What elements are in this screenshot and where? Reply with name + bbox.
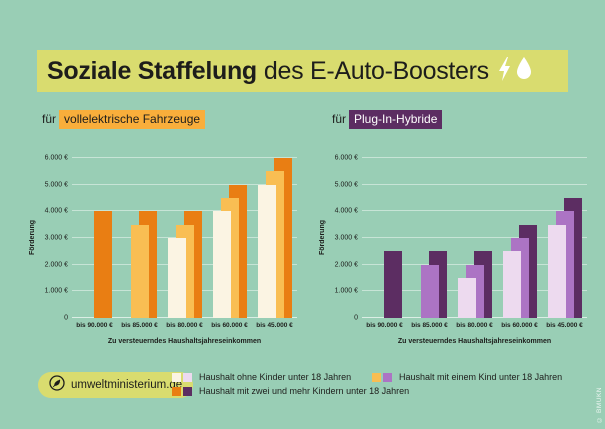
chart-electric-subtitle: für vollelektrische Fahrzeuge <box>42 110 206 129</box>
subtitle-prefix: für <box>332 112 347 126</box>
bar <box>547 224 566 318</box>
x-category-label: bis 90.000 € <box>76 322 113 329</box>
x-axis-label: Zu versteuerndes Haushaltsjahreseinkomme… <box>107 338 262 345</box>
x-category-label: bis 85.000 € <box>411 322 448 329</box>
y-tick: 0 <box>354 314 358 322</box>
y-tick: 1.000 € <box>334 287 358 295</box>
x-category-label: bis 45.000 € <box>546 322 583 329</box>
gridline <box>362 157 587 158</box>
bar <box>383 251 402 318</box>
bar <box>502 251 521 318</box>
legend-swatch-electric <box>172 372 181 382</box>
gridline <box>362 183 587 185</box>
chart-electric: für vollelektrische Fahrzeuge Förderung 0… <box>29 108 302 358</box>
x-category-label: bis 80.000 € <box>166 322 203 329</box>
title-icons <box>497 56 532 86</box>
legend-label: Haushalt mit zwei und mehr Kindern unter… <box>199 386 410 396</box>
x-axis-categories: bis 90.000 € bis 85.000 € bis 80.000 € bis … <box>362 322 587 329</box>
y-tick: 5.000 € <box>334 181 358 189</box>
y-tick: 3.000 € <box>334 234 358 242</box>
bar <box>93 211 112 318</box>
gridline <box>72 210 297 212</box>
source-badge[interactable]: umweltministerium.de <box>38 372 194 398</box>
legend-swatch-electric <box>372 372 381 382</box>
plot-area-hybrid <box>362 157 587 318</box>
bar <box>130 224 149 318</box>
legend-label: Haushalt ohne Kinder unter 18 Jahren <box>199 372 352 382</box>
y-tick: 4.000 € <box>44 207 68 215</box>
subtitle-tag-electric: vollelektrische Fahrzeuge <box>59 110 206 129</box>
bar <box>257 184 276 318</box>
y-axis-ticks: 0 1.000 € 2.000 € 3.000 € 4.000 € 5.000 € 6.00… <box>330 154 360 322</box>
subtitle-tag-hybrid: Plug-In-Hybride <box>349 110 443 129</box>
legend-item-one-child: Haushalt mit einem Kind unter 18 Jahren <box>372 372 562 382</box>
chart-hybrid-subtitle: für Plug-In-Hybride <box>332 110 443 129</box>
lightning-icon <box>497 56 512 86</box>
y-tick: 6.000 € <box>334 154 358 162</box>
legend-item-two-plus-children: Haushalt mit zwei und mehr Kindern unter… <box>172 386 409 396</box>
legend-swatch-hybrid <box>383 372 392 382</box>
y-tick: 2.000 € <box>44 261 68 269</box>
y-tick: 1.000 € <box>44 287 68 295</box>
gridline <box>72 183 297 185</box>
legend-label: Haushalt mit einem Kind unter 18 Jahren <box>399 372 563 382</box>
x-category-label: bis 60.000 € <box>501 322 538 329</box>
bar <box>212 211 231 318</box>
y-axis-ticks: 0 1.000 € 2.000 € 3.000 € 4.000 € 5.000 € 6.00… <box>40 154 70 322</box>
legend-swatch-hybrid <box>183 386 192 396</box>
x-category-label: bis 60.000 € <box>211 322 248 329</box>
y-tick: 0 <box>64 314 68 322</box>
gridline <box>362 210 587 212</box>
y-tick: 6.000 € <box>44 154 68 162</box>
subtitle-prefix: für <box>42 112 57 126</box>
copyright-note: © BMUKN <box>596 387 603 423</box>
source-badge-label: umweltministerium.de <box>71 379 183 391</box>
legend-item-no-children: Haushalt ohne Kinder unter 18 Jahren <box>172 372 351 382</box>
legend-swatch-hybrid <box>183 372 192 382</box>
plot-area-electric <box>72 157 297 318</box>
x-axis-label: Zu versteuerndes Haushaltsjahreseinkomme… <box>397 338 552 345</box>
x-axis-categories: bis 90.000 € bis 85.000 € bis 80.000 € bis … <box>72 322 297 329</box>
x-category-label: bis 45.000 € <box>256 322 293 329</box>
y-tick: 4.000 € <box>334 207 358 215</box>
chart-hybrid: für Plug-In-Hybride Förderung 0 1.000 €2.0… <box>319 108 592 358</box>
x-category-label: bis 80.000 € <box>456 322 493 329</box>
y-tick: 5.000 € <box>44 181 68 189</box>
legend-swatch-electric <box>172 386 181 396</box>
x-category-label: bis 85.000 € <box>121 322 158 329</box>
gridline <box>72 157 297 158</box>
leaf-icon <box>49 374 65 396</box>
droplet-icon <box>516 57 532 85</box>
y-tick: 3.000 € <box>44 234 68 242</box>
bar <box>420 264 439 318</box>
page-title-regular: des E-Auto-Boosters <box>263 56 489 85</box>
bar <box>167 238 186 318</box>
gridline <box>362 237 587 238</box>
title-banner: Soziale Staffelung des E-Auto-Boosters <box>37 50 568 92</box>
y-tick: 2.000 € <box>334 261 358 269</box>
bar <box>457 278 476 318</box>
page-title-bold: Soziale Staffelung <box>47 56 257 85</box>
x-category-label: bis 90.000 € <box>366 322 403 329</box>
